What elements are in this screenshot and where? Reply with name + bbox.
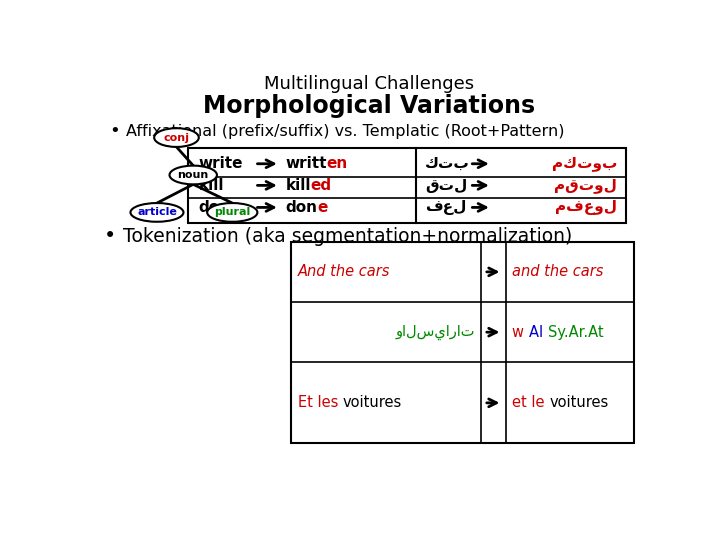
Text: write: write — [199, 156, 243, 171]
Ellipse shape — [169, 166, 217, 184]
Text: Tokenization (aka segmentation+normalization): Tokenization (aka segmentation+normaliza… — [124, 227, 572, 246]
Text: noun: noun — [178, 170, 209, 180]
Text: article: article — [137, 207, 177, 218]
Text: en: en — [327, 156, 348, 171]
Text: et le: et le — [513, 395, 549, 410]
FancyBboxPatch shape — [188, 148, 626, 223]
Text: do: do — [199, 200, 220, 215]
Text: •: • — [109, 123, 120, 140]
Text: voitures: voitures — [343, 395, 402, 410]
Text: Multilingual Challenges: Multilingual Challenges — [264, 75, 474, 92]
Text: •: • — [104, 226, 116, 246]
Ellipse shape — [130, 203, 184, 222]
Text: قتل: قتل — [425, 178, 467, 193]
Text: Et les: Et les — [297, 395, 343, 410]
Text: والسيارات: والسيارات — [395, 325, 475, 340]
Text: and the cars: and the cars — [513, 265, 604, 279]
Text: Al: Al — [529, 325, 548, 340]
Text: ed: ed — [311, 178, 332, 193]
Text: مكتوب: مكتوب — [552, 156, 617, 171]
Text: voitures: voitures — [549, 395, 609, 410]
Text: don: don — [285, 200, 318, 215]
Text: Morphological Variations: Morphological Variations — [203, 94, 535, 118]
Text: And the cars: And the cars — [297, 265, 390, 279]
Ellipse shape — [207, 203, 258, 222]
Text: فعل: فعل — [425, 200, 466, 215]
Text: مفعول: مفعول — [555, 200, 617, 215]
Ellipse shape — [154, 128, 199, 147]
Text: plural: plural — [214, 207, 251, 218]
Text: مقتول: مقتول — [554, 178, 617, 193]
Text: kill: kill — [199, 178, 225, 193]
Text: كتب: كتب — [425, 156, 469, 171]
Text: w: w — [513, 325, 529, 340]
FancyBboxPatch shape — [291, 241, 634, 443]
Text: conj: conj — [163, 132, 189, 143]
Text: Affixational (prefix/suffix) vs. Templatic (Root+Pattern): Affixational (prefix/suffix) vs. Templat… — [126, 124, 564, 139]
Text: Sy.Ar.At: Sy.Ar.At — [548, 325, 603, 340]
Text: e: e — [318, 200, 328, 215]
Text: kill: kill — [285, 178, 311, 193]
Text: writt: writt — [285, 156, 327, 171]
